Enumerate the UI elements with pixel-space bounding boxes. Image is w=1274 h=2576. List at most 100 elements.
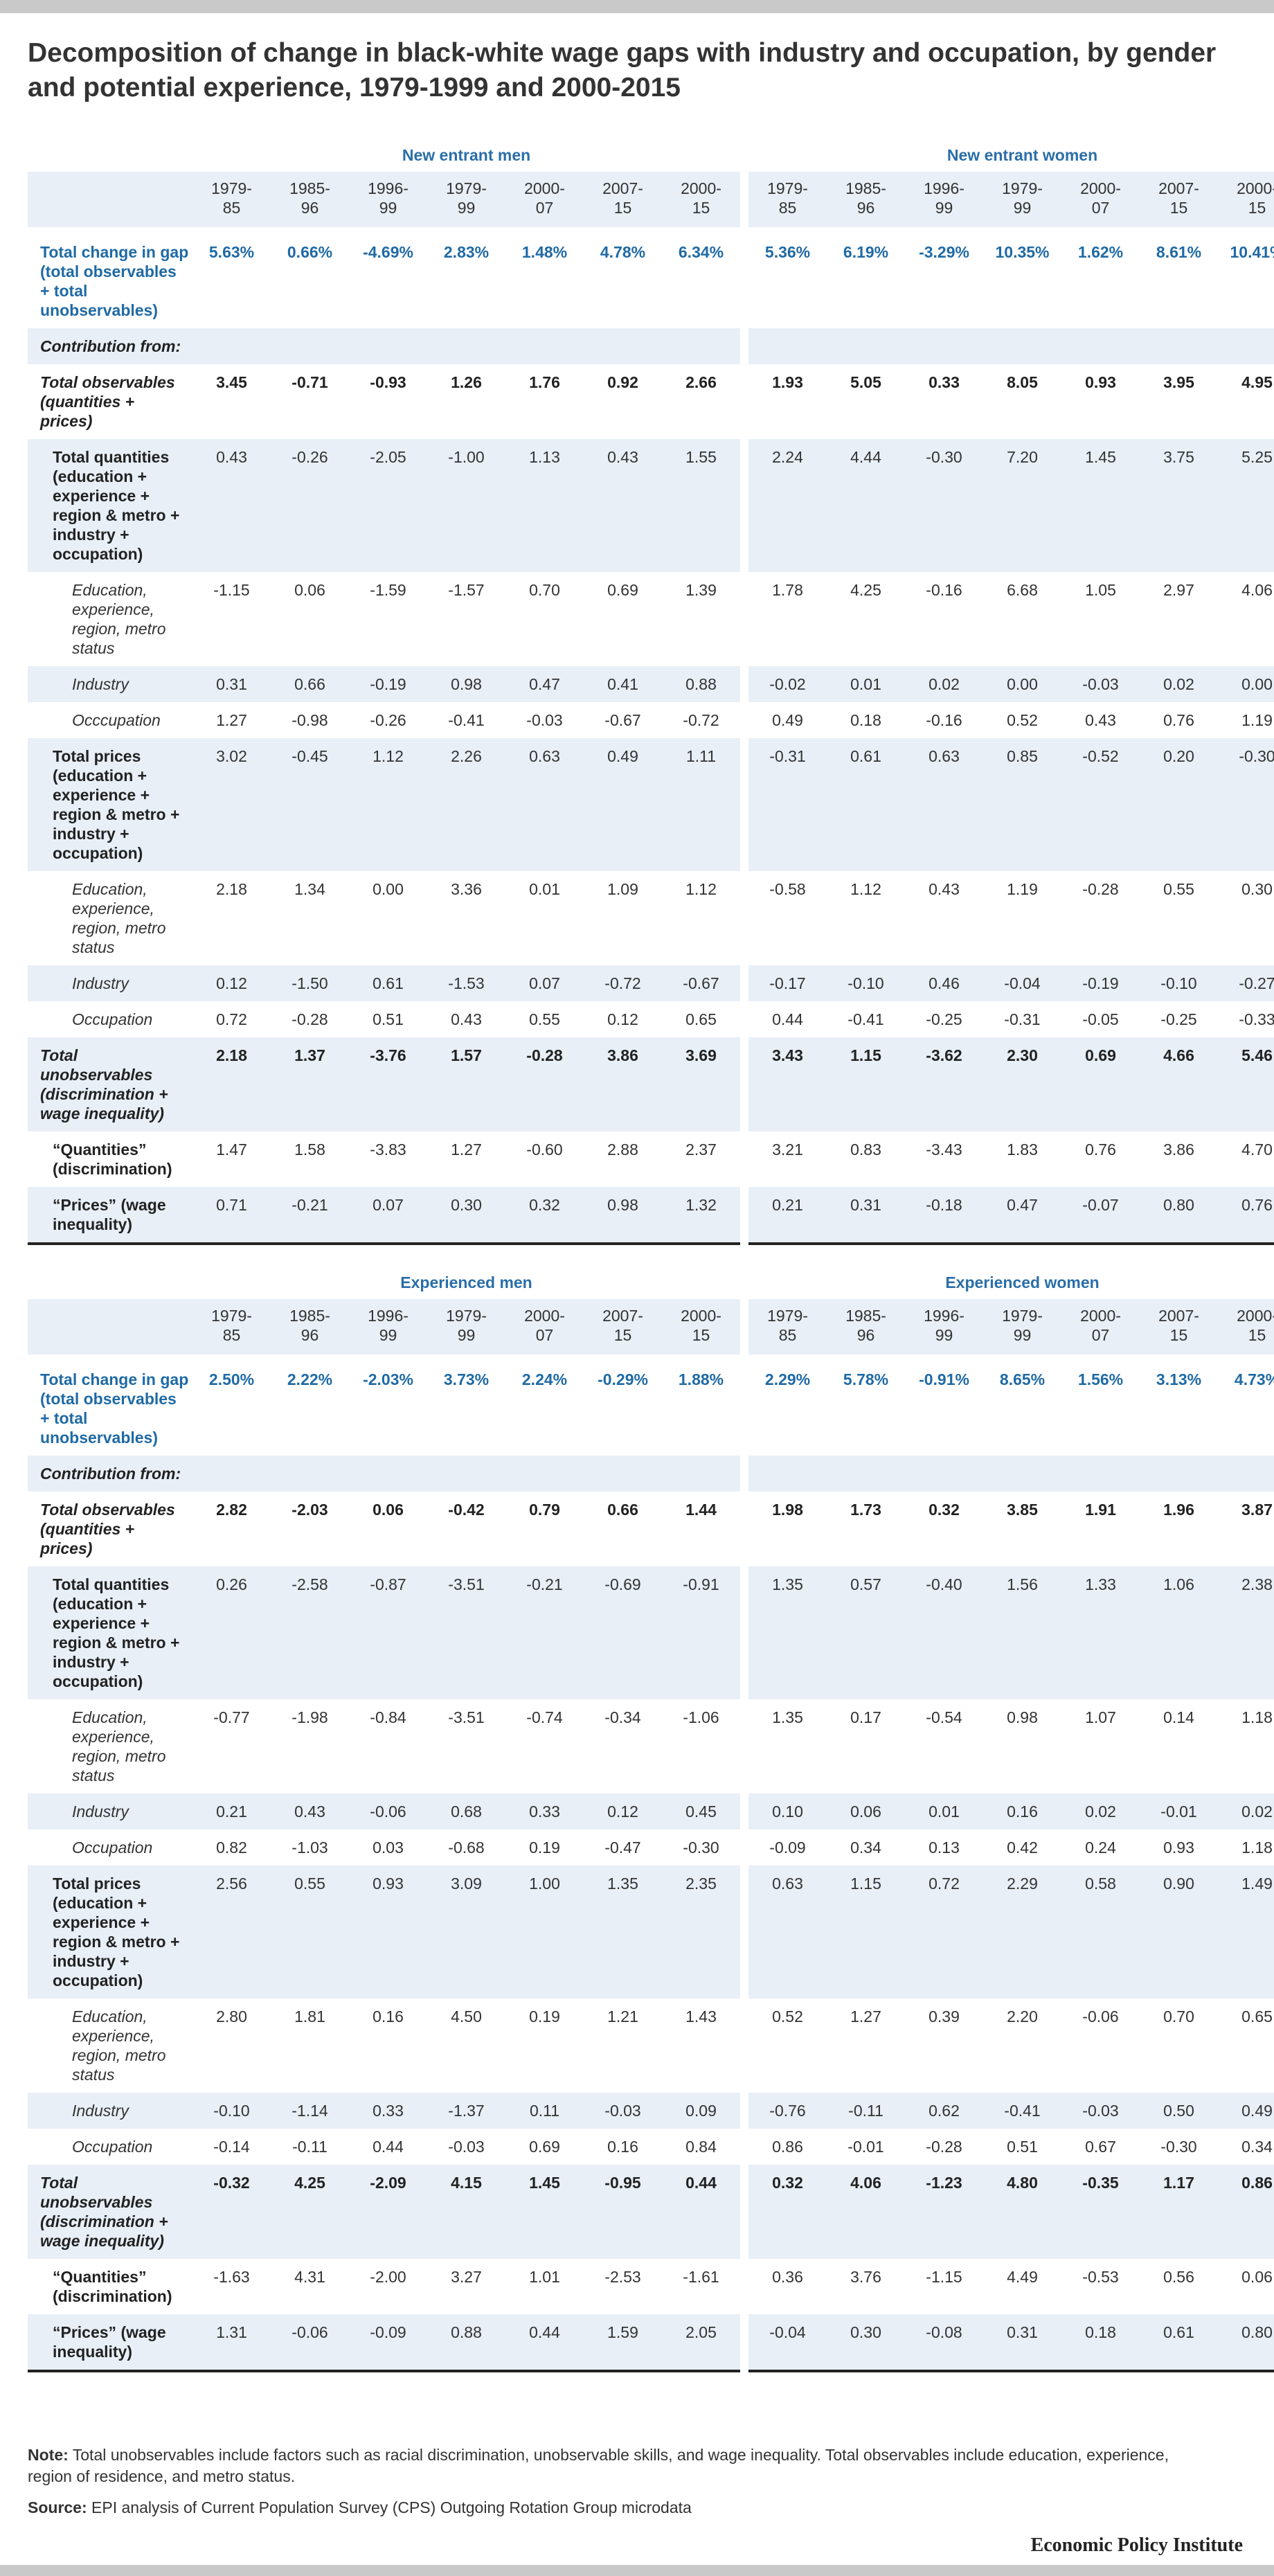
- data-row: Education, experience, region, metro sta…: [28, 1998, 1274, 2093]
- spacer: [740, 965, 749, 1001]
- value-cell: 0.11: [505, 2093, 584, 2129]
- value-cell: -3.62: [905, 1037, 984, 1132]
- row-label: “Quantities” (discrimination): [53, 1141, 172, 1178]
- value-cell: 0.26: [192, 1566, 271, 1699]
- value-cell: -0.71: [291, 373, 328, 391]
- empty-cell: [192, 1456, 741, 1492]
- value-cell: -0.19: [1061, 965, 1140, 1001]
- column-label: 2000-07: [524, 179, 565, 217]
- value-cell: 1.27: [216, 711, 247, 729]
- value-cell: -0.98: [291, 711, 328, 729]
- value-cell: -0.10: [192, 2093, 271, 2129]
- value-cell: -0.74: [526, 1708, 563, 1726]
- value-cell: -0.40: [905, 1566, 984, 1699]
- value-cell: -0.60: [526, 1141, 563, 1159]
- value-cell: -0.19: [349, 666, 427, 702]
- spacer: [740, 1354, 749, 1456]
- value-cell: -3.76: [349, 1037, 427, 1132]
- value-cell: 0.06: [1241, 2268, 1273, 2286]
- value-cell: -0.91%: [919, 1370, 969, 1388]
- value-cell: 0.98: [584, 1187, 662, 1245]
- value-cell: 0.44: [772, 1010, 803, 1028]
- value-cell: -0.16: [926, 711, 962, 729]
- empty-cell: [192, 328, 741, 364]
- value-cell: 0.02: [1218, 1794, 1274, 1830]
- value-cell: -0.30: [905, 439, 984, 572]
- row-label: Contribution from:: [28, 1456, 192, 1492]
- value-cell: 0.41: [584, 666, 662, 702]
- value-cell: 0.06: [294, 581, 325, 599]
- source: Source: EPI analysis of Current Populati…: [28, 2497, 1191, 2519]
- value-cell: 1.09: [607, 880, 638, 898]
- spacer: [740, 2165, 749, 2259]
- table-body: New entrant men New entrant women 1979-85 1…: [28, 138, 1274, 1245]
- value-cell: 2.50%: [208, 1370, 255, 1388]
- spacer: [740, 328, 749, 364]
- value-cell: 1.26: [451, 373, 482, 391]
- value-cell: 1.56%: [1077, 1370, 1124, 1388]
- value-cell: 0.16: [607, 2138, 638, 2156]
- value-cell: -0.26: [370, 711, 406, 729]
- value-cell: 0.01: [529, 880, 560, 898]
- value-cell: 2.18: [192, 1037, 271, 1132]
- column-header: 1996-99: [905, 172, 984, 227]
- value-cell: 0.44: [373, 2138, 404, 2156]
- value-cell: 1.55: [662, 439, 741, 572]
- data-row: Total change in gap (total observables +…: [28, 227, 1274, 328]
- value-cell: 0.49: [772, 711, 803, 729]
- value-cell: 0.93: [1163, 1839, 1194, 1857]
- row-label: Occupation: [72, 1010, 153, 1028]
- data-row: Total observables (quantities + prices) 3…: [28, 364, 1274, 439]
- value-cell: 0.31: [827, 1187, 906, 1245]
- value-cell: 4.50: [451, 2007, 482, 2025]
- value-cell: 0.33: [349, 2093, 427, 2129]
- value-cell: 5.63%: [208, 243, 255, 261]
- value-cell: 8.61%: [1156, 243, 1202, 261]
- data-row: Industry 0.21 0.43 -0.06 0.68 0.33 0.12 0.45 0.1…: [28, 1794, 1274, 1830]
- data-table: Experienced men Experienced women 1979-85 1…: [28, 1266, 1274, 2372]
- spacer: [740, 172, 749, 227]
- column-header: 2000-07: [505, 172, 584, 227]
- value-cell: 3.02: [192, 738, 271, 871]
- value-cell: 0.39: [928, 2007, 960, 2025]
- value-cell: 0.51: [373, 1010, 404, 1028]
- value-cell: 0.19: [529, 1839, 560, 1857]
- column-header: 1979-99: [427, 1299, 505, 1354]
- column-label: 1996-99: [368, 1307, 409, 1344]
- value-cell: 4.49: [1007, 2268, 1038, 2286]
- value-cell: -1.50: [271, 965, 349, 1001]
- column-label: 2000-15: [681, 1307, 721, 1344]
- row-label: Total observables (quantities + prices): [40, 373, 175, 430]
- value-cell: 0.69: [529, 2138, 560, 2156]
- value-cell: 0.61: [827, 738, 906, 871]
- column-header: 2000-15: [662, 172, 741, 227]
- column-header: 2007-15: [584, 172, 662, 227]
- value-cell: 0.70: [529, 581, 560, 599]
- value-cell: 4.06: [1241, 581, 1273, 599]
- column-header: 2000-07: [505, 1299, 584, 1354]
- value-cell: -0.30: [683, 1839, 719, 1857]
- value-cell: 10.41%: [1230, 243, 1274, 261]
- value-cell: -0.31: [1004, 1010, 1041, 1028]
- value-cell: 0.43: [584, 439, 662, 572]
- value-cell: 2.66: [685, 373, 717, 391]
- value-cell: 0.12: [607, 1010, 638, 1028]
- value-cell: 0.58: [1061, 1866, 1140, 1998]
- value-cell: 2.35: [662, 1866, 741, 1998]
- value-cell: -1.14: [271, 2093, 349, 2129]
- value-cell: 3.27: [451, 2268, 482, 2286]
- value-cell: 0.47: [505, 666, 584, 702]
- value-cell: -0.29%: [598, 1370, 648, 1388]
- value-cell: 0.43: [192, 439, 271, 572]
- value-cell: 6.68: [1007, 581, 1038, 599]
- value-cell: -0.31: [748, 738, 827, 871]
- value-cell: 0.01: [905, 1794, 984, 1830]
- data-row: Occupation 0.82 -1.03 0.03 -0.68 0.19 -0.47 -0.…: [28, 1830, 1274, 1866]
- column-label: 1985-96: [845, 1307, 886, 1344]
- value-cell: 1.12: [685, 880, 717, 898]
- row-label: “Quantities” (discrimination): [53, 2268, 172, 2305]
- value-cell: 0.31: [983, 2314, 1062, 2372]
- column-header: 2007-15: [584, 1299, 662, 1354]
- value-cell: -1.23: [905, 2165, 984, 2259]
- value-cell: 2.37: [685, 1141, 717, 1159]
